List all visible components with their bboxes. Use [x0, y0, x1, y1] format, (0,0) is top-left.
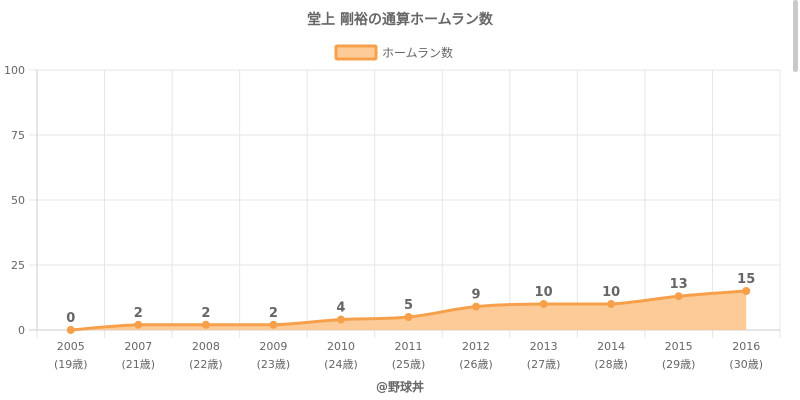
series-area — [70, 291, 747, 330]
x-tick-label: 2011 — [395, 340, 423, 353]
x-tick-label: 2005 — [57, 340, 85, 353]
data-point[interactable] — [336, 315, 345, 324]
x-tick-sublabel: (21歳) — [122, 358, 156, 371]
chart-title: 堂上 剛裕の通算ホームラン数 — [307, 11, 494, 28]
data-labels: 0 2 2 2 4 5 9 10 10 13 15 — [66, 272, 755, 326]
y-tick-label: 100 — [4, 64, 25, 77]
credit-text: @野球丼 — [376, 379, 424, 394]
data-point[interactable] — [269, 320, 278, 329]
data-label: 2 — [201, 306, 210, 321]
x-tick-label: 2007 — [124, 340, 152, 353]
x-tick-label: 2014 — [597, 340, 625, 353]
data-label: 4 — [336, 301, 345, 316]
y-tick-label: 50 — [11, 194, 25, 207]
x-tick-sublabel: (22歳) — [189, 358, 223, 371]
x-axis: 2005 (19歳) 2007 (21歳) 2008 (22歳) 2009 (23歳) 2010… — [29, 329, 780, 371]
data-label: 0 — [66, 311, 75, 326]
scrollbar[interactable] — [793, 0, 798, 72]
x-tick-sublabel: (24歳) — [324, 358, 358, 371]
y-axis: 0 25 50 75 100 — [4, 64, 38, 337]
data-label: 10 — [602, 285, 620, 300]
data-point[interactable] — [201, 320, 210, 329]
x-tick-label: 2010 — [327, 340, 355, 353]
data-label: 2 — [134, 306, 143, 321]
data-label: 13 — [670, 277, 688, 292]
data-label: 9 — [472, 288, 481, 303]
plot-area — [66, 287, 751, 334]
y-tick-label: 75 — [11, 129, 25, 142]
legend-label: ホームラン数 — [382, 45, 453, 60]
y-tick-label: 0 — [18, 324, 25, 337]
data-point[interactable] — [134, 320, 143, 329]
x-tick-sublabel: (23歳) — [257, 358, 291, 371]
legend-swatch — [334, 44, 378, 61]
data-point[interactable] — [742, 287, 751, 295]
data-label: 2 — [269, 306, 278, 321]
data-point[interactable] — [539, 300, 548, 308]
data-point[interactable] — [404, 313, 413, 321]
legend[interactable]: ホームラン数 — [334, 44, 453, 61]
data-point[interactable] — [66, 326, 75, 334]
x-tick-sublabel: (25歳) — [392, 358, 426, 371]
data-point[interactable] — [674, 292, 683, 301]
data-label: 5 — [404, 298, 413, 313]
data-point[interactable] — [472, 302, 481, 311]
y-tick-label: 25 — [11, 259, 25, 272]
x-tick-label: 2009 — [259, 340, 287, 353]
x-tick-sublabel: (30歳) — [729, 358, 763, 371]
x-tick-label: 2012 — [462, 340, 490, 353]
x-tick-label: 2013 — [530, 340, 558, 353]
x-tick-sublabel: (26歳) — [459, 358, 493, 371]
x-tick-sublabel: (27歳) — [527, 358, 561, 371]
x-tick-sublabel: (28歳) — [594, 358, 628, 371]
data-label: 15 — [737, 272, 755, 287]
x-tick-sublabel: (19歳) — [54, 358, 88, 371]
data-label: 10 — [535, 285, 553, 300]
x-tick-label: 2015 — [665, 340, 693, 353]
x-tick-sublabel: (29歳) — [662, 358, 696, 371]
data-point[interactable] — [607, 300, 616, 308]
x-tick-label: 2008 — [192, 340, 220, 353]
x-tick-label: 2016 — [732, 340, 760, 353]
